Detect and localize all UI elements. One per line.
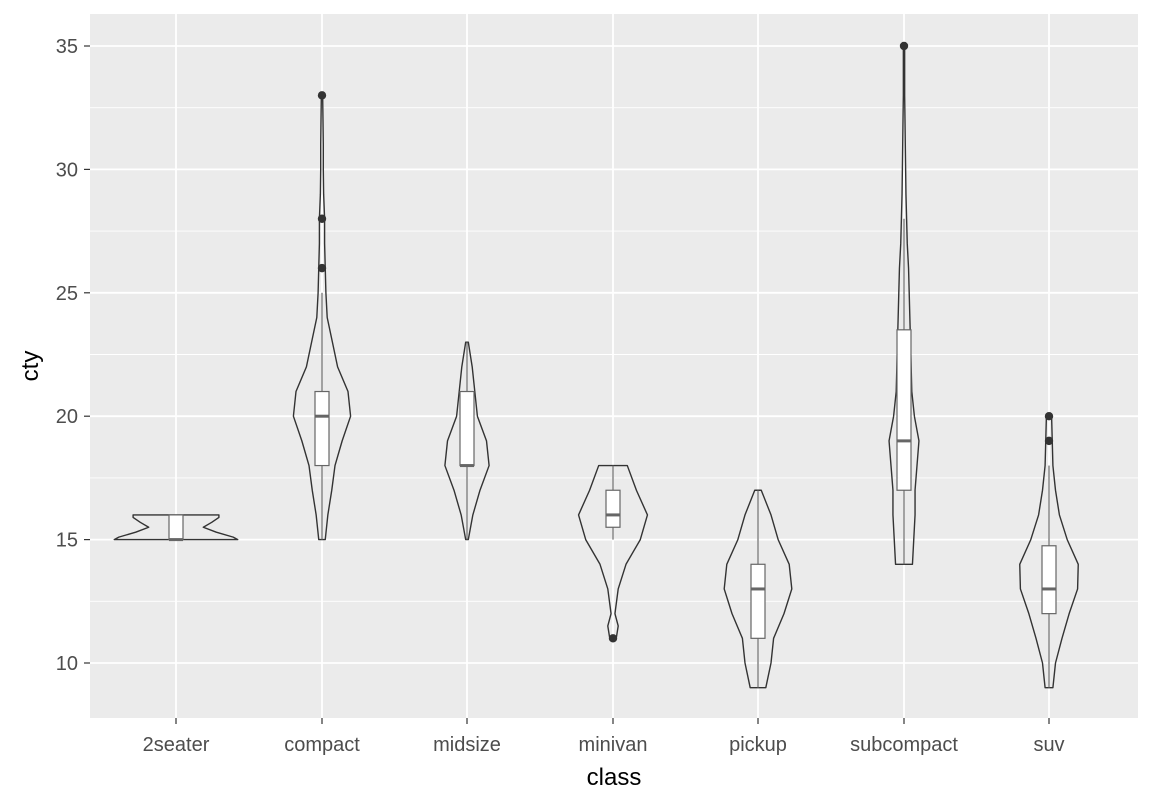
box-midsize xyxy=(460,392,474,466)
x-tick-label: pickup xyxy=(729,734,787,756)
outlier-point xyxy=(1045,412,1053,420)
box-suv xyxy=(1042,546,1056,614)
outlier-point xyxy=(318,215,326,223)
y-axis-title: cty xyxy=(17,351,44,382)
x-tick-label: subcompact xyxy=(850,734,958,756)
y-tick-label: 25 xyxy=(56,283,78,305)
plot-panel xyxy=(90,14,1138,718)
box-compact xyxy=(315,392,329,466)
outlier-point xyxy=(318,264,326,272)
box-minivan xyxy=(606,490,620,527)
x-axis-title: class xyxy=(587,764,642,791)
outlier-point xyxy=(900,42,908,50)
y-tick-label: 35 xyxy=(56,36,78,58)
box-2seater xyxy=(169,515,183,540)
y-tick-label: 15 xyxy=(56,530,78,552)
outlier-point xyxy=(609,634,617,642)
x-tick-label: suv xyxy=(1033,734,1064,756)
y-tick-label: 30 xyxy=(56,159,78,181)
box-pickup xyxy=(751,564,765,638)
outlier-point xyxy=(1045,437,1053,445)
x-tick-label: minivan xyxy=(579,734,648,756)
x-tick-label: compact xyxy=(284,734,360,756)
box-subcompact xyxy=(897,330,911,490)
x-tick-label: midsize xyxy=(433,734,501,756)
y-tick-label: 10 xyxy=(56,653,78,675)
y-tick-label: 20 xyxy=(56,406,78,428)
outlier-point xyxy=(318,91,326,99)
x-tick-label: 2seater xyxy=(143,734,210,756)
